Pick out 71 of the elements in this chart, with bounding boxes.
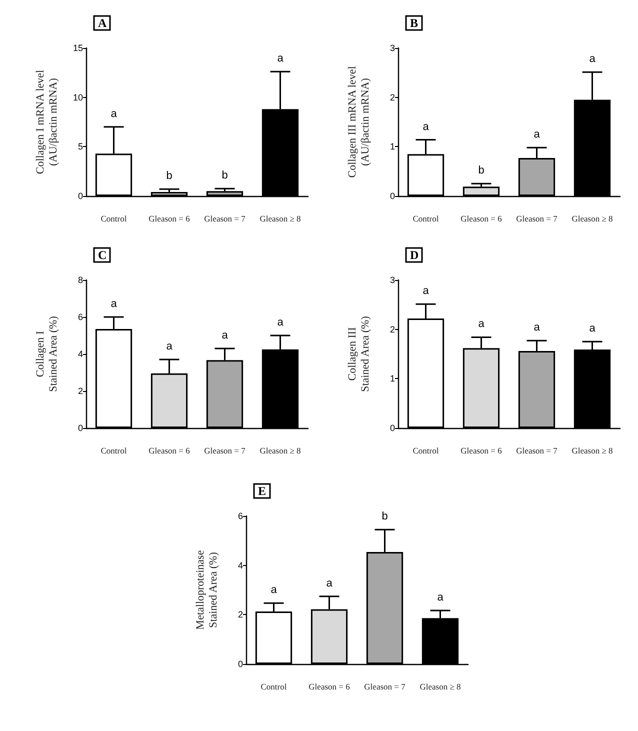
annotation: a	[589, 53, 596, 66]
y-tick-label: 3	[390, 275, 395, 285]
annotation: b	[382, 510, 388, 523]
x-tick-label: Gleason = 6	[460, 446, 502, 456]
x-tick-label: Gleason = 7	[204, 214, 246, 224]
annotation: b	[478, 164, 484, 177]
y-tick-label: 0	[238, 659, 243, 669]
chart-title: A	[98, 16, 107, 30]
y-axis-title: Collagen I mRNA level (AU/βactin mRNA)	[34, 70, 60, 174]
y-tick-label: 4	[78, 349, 83, 359]
annotation: a	[437, 591, 444, 604]
x-tick-label: Gleason ≥ 8	[420, 682, 461, 692]
y-axis-title: Metalloproteinase Stained Area (%)	[194, 550, 220, 630]
x-tick-label: Control	[100, 446, 128, 456]
annotation: a	[478, 318, 486, 330]
chart-title: B	[410, 16, 418, 30]
annotation: a	[277, 52, 284, 65]
y-tick-label: 10	[72, 92, 83, 102]
y-tick-label: 0	[78, 191, 83, 201]
x-tick-label: Control	[412, 214, 440, 224]
y-tick-label: 2	[238, 610, 243, 620]
y-tick-label: 2	[390, 324, 395, 334]
x-tick-label: Gleason ≥ 8	[572, 446, 613, 456]
chart-title: E	[258, 484, 266, 498]
y-tick-label: 6	[238, 511, 243, 521]
x-tick-label: Gleason ≥ 8	[260, 214, 301, 224]
x-tick-label: Gleason ≥ 8	[572, 214, 613, 224]
y-tick-label: 8	[78, 275, 83, 285]
y-tick-label: 2	[390, 92, 395, 102]
y-tick-label: 0	[390, 423, 395, 433]
y-tick-label: 1	[390, 374, 395, 384]
y-tick-label: 6	[78, 312, 83, 322]
annotation: a	[270, 584, 278, 596]
annotation: a	[422, 285, 430, 298]
x-tick-label: Gleason = 6	[148, 446, 190, 456]
x-tick-label: Gleason ≥ 8	[260, 446, 301, 456]
y-axis-title: Collagen III Stained Area (%)	[346, 316, 372, 392]
chart-title: D	[410, 248, 419, 262]
annotation: a	[166, 340, 174, 353]
y-tick-label: 0	[390, 191, 395, 201]
x-tick-label: Gleason = 7	[364, 682, 406, 692]
y-tick-label: 15	[72, 43, 83, 53]
y-tick-label: 5	[78, 142, 83, 152]
x-tick-label: Gleason = 7	[516, 446, 558, 456]
annotation: a	[589, 322, 596, 335]
y-tick-label: 0	[78, 423, 83, 433]
annotation: a	[534, 128, 541, 141]
annotation: a	[222, 329, 229, 342]
x-tick-label: Gleason = 7	[204, 446, 246, 456]
x-tick-label: Control	[412, 446, 440, 456]
annotation: a	[422, 120, 430, 133]
annotation: a	[110, 108, 118, 120]
x-tick-label: Gleason = 6	[308, 682, 350, 692]
annotation: b	[166, 170, 172, 182]
y-tick-label: 3	[390, 43, 395, 53]
x-tick-label: Control	[260, 682, 288, 692]
x-tick-label: Gleason = 6	[148, 214, 190, 224]
y-axis-title: Collagen I Stained Area (%)	[34, 316, 60, 392]
x-tick-label: Gleason = 6	[460, 214, 502, 224]
x-tick-label: Gleason = 7	[516, 214, 558, 224]
y-tick-label: 4	[238, 560, 243, 570]
chart-title: C	[98, 248, 107, 262]
annotation: a	[110, 298, 118, 310]
x-tick-label: Control	[100, 214, 128, 224]
annotation: b	[222, 170, 228, 182]
y-axis-title: Collagen III mRNA level (AU/βactin mRNA)	[346, 66, 372, 178]
annotation: a	[326, 577, 334, 590]
y-tick-label: 2	[78, 386, 83, 396]
annotation: a	[534, 322, 541, 334]
annotation: a	[277, 316, 284, 328]
y-tick-label: 1	[390, 142, 395, 152]
